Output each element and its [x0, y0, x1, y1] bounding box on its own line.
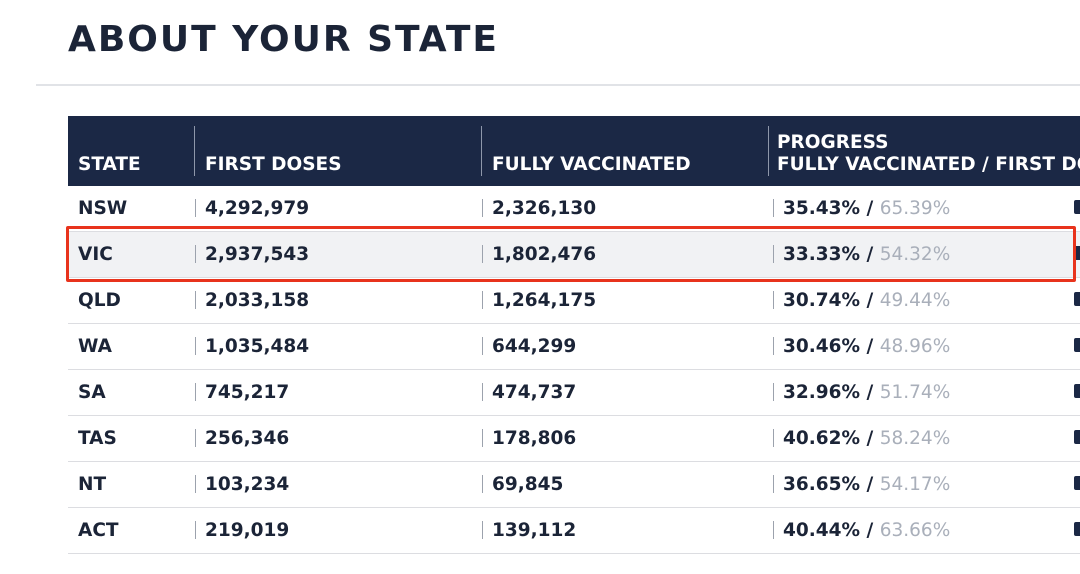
- header-progress[interactable]: PROGRESS FULLY VACCINATED / FIRST DOSE: [768, 126, 1080, 176]
- row-expand-handle[interactable]: [1074, 476, 1080, 490]
- cell-fully-vaccinated: 139,112: [482, 508, 576, 553]
- cell-fully-vaccinated: 1,264,175: [482, 278, 596, 323]
- cell-progress: 35.43% / 65.39%: [773, 186, 950, 231]
- progress-first-dose: 58.24%: [879, 428, 951, 449]
- progress-fully-vaccinated: 40.44%: [783, 520, 861, 541]
- cell-state: NT: [78, 474, 107, 495]
- progress-separator: /: [866, 428, 874, 449]
- progress-separator: /: [866, 336, 874, 357]
- progress-first-dose: 63.66%: [879, 520, 951, 541]
- cell-fully-vaccinated: 1,802,476: [482, 232, 596, 277]
- table-header: STATE FIRST DOSES FULLY VACCINATED PROGR…: [68, 116, 1080, 186]
- cell-first-doses: 1,035,484: [195, 324, 309, 369]
- table-row[interactable]: VIC 2,937,543 1,802,476 33.33% / 54.32%: [68, 232, 1080, 278]
- header-fully-vaccinated[interactable]: FULLY VACCINATED: [481, 126, 768, 176]
- cell-first-doses: 745,217: [195, 370, 289, 415]
- progress-fully-vaccinated: 30.46%: [783, 336, 861, 357]
- progress-fully-vaccinated: 33.33%: [783, 244, 861, 265]
- table-row[interactable]: TAS 256,346 178,806 40.62% / 58.24%: [68, 416, 1080, 462]
- progress-fully-vaccinated: 30.74%: [783, 290, 861, 311]
- cell-progress: 40.44% / 63.66%: [773, 508, 950, 553]
- progress-fully-vaccinated: 40.62%: [783, 428, 861, 449]
- cell-first-doses: 219,019: [195, 508, 289, 553]
- header-progress-subtitle: FULLY VACCINATED / FIRST DOSE: [777, 154, 1080, 175]
- progress-first-dose: 48.96%: [879, 336, 951, 357]
- cell-state: WA: [78, 336, 112, 357]
- title-divider: [36, 84, 1080, 86]
- highlight-box: [66, 226, 1076, 282]
- cell-fully-vaccinated: 2,326,130: [482, 186, 596, 231]
- cell-state: TAS: [78, 428, 117, 449]
- progress-separator: /: [866, 244, 874, 265]
- cell-first-doses: 103,234: [195, 462, 289, 507]
- table-row[interactable]: WA 1,035,484 644,299 30.46% / 48.96%: [68, 324, 1080, 370]
- progress-first-dose: 51.74%: [879, 382, 951, 403]
- cell-state: ACT: [78, 520, 119, 541]
- row-expand-handle[interactable]: [1074, 384, 1080, 398]
- progress-fully-vaccinated: 35.43%: [783, 198, 861, 219]
- progress-separator: /: [866, 290, 874, 311]
- cell-fully-vaccinated: 644,299: [482, 324, 576, 369]
- row-expand-handle[interactable]: [1074, 292, 1080, 306]
- state-table: STATE FIRST DOSES FULLY VACCINATED PROGR…: [68, 116, 1080, 554]
- header-progress-title: PROGRESS: [777, 132, 889, 153]
- row-expand-handle[interactable]: [1074, 246, 1080, 260]
- cell-state: VIC: [78, 244, 113, 265]
- row-expand-handle[interactable]: [1074, 338, 1080, 352]
- progress-separator: /: [866, 520, 874, 541]
- progress-fully-vaccinated: 32.96%: [783, 382, 861, 403]
- cell-progress: 36.65% / 54.17%: [773, 462, 950, 507]
- progress-first-dose: 49.44%: [879, 290, 951, 311]
- cell-first-doses: 2,937,543: [195, 232, 309, 277]
- cell-progress: 30.46% / 48.96%: [773, 324, 950, 369]
- cell-fully-vaccinated: 69,845: [482, 462, 563, 507]
- progress-separator: /: [866, 198, 874, 219]
- cell-state: NSW: [78, 198, 128, 219]
- table-row[interactable]: QLD 2,033,158 1,264,175 30.74% / 49.44%: [68, 278, 1080, 324]
- progress-separator: /: [866, 382, 874, 403]
- progress-first-dose: 54.17%: [879, 474, 951, 495]
- row-expand-handle[interactable]: [1074, 522, 1080, 536]
- table-body: NSW 4,292,979 2,326,130 35.43% / 65.39% VIC 2…: [68, 186, 1080, 554]
- table-row[interactable]: NT 103,234 69,845 36.65% / 54.17%: [68, 462, 1080, 508]
- cell-progress: 30.74% / 49.44%: [773, 278, 950, 323]
- cell-first-doses: 4,292,979: [195, 186, 309, 231]
- cell-progress: 40.62% / 58.24%: [773, 416, 950, 461]
- cell-fully-vaccinated: 178,806: [482, 416, 576, 461]
- progress-fully-vaccinated: 36.65%: [783, 474, 861, 495]
- page-title: ABOUT YOUR STATE: [68, 19, 500, 60]
- table-row[interactable]: SA 745,217 474,737 32.96% / 51.74%: [68, 370, 1080, 416]
- cell-state: SA: [78, 382, 106, 403]
- cell-progress: 33.33% / 54.32%: [773, 232, 950, 277]
- row-expand-handle[interactable]: [1074, 430, 1080, 444]
- header-first-doses[interactable]: FIRST DOSES: [194, 126, 481, 176]
- cell-state: QLD: [78, 290, 121, 311]
- row-expand-handle[interactable]: [1074, 200, 1080, 214]
- cell-first-doses: 256,346: [195, 416, 289, 461]
- cell-first-doses: 2,033,158: [195, 278, 309, 323]
- table-row[interactable]: ACT 219,019 139,112 40.44% / 63.66%: [68, 508, 1080, 554]
- progress-first-dose: 54.32%: [879, 244, 951, 265]
- table-row[interactable]: NSW 4,292,979 2,326,130 35.43% / 65.39%: [68, 186, 1080, 232]
- header-state[interactable]: STATE: [78, 154, 141, 175]
- progress-separator: /: [866, 474, 874, 495]
- cell-progress: 32.96% / 51.74%: [773, 370, 950, 415]
- progress-first-dose: 65.39%: [879, 198, 951, 219]
- cell-fully-vaccinated: 474,737: [482, 370, 576, 415]
